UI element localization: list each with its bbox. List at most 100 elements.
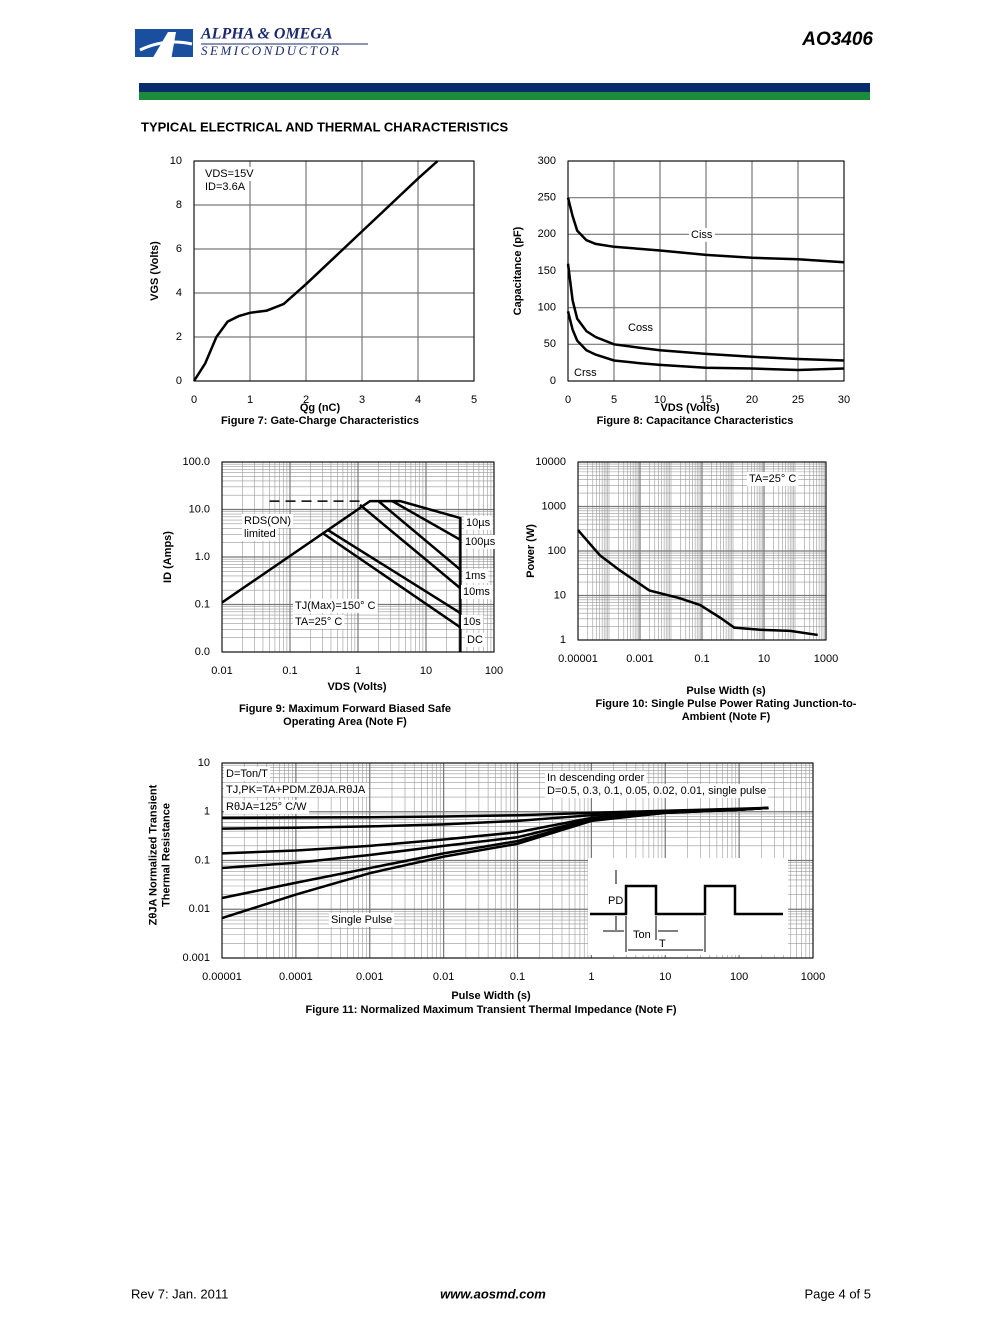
x-tick-label: 0 [191, 394, 197, 406]
logo-swoosh [139, 40, 193, 52]
series-line [321, 531, 462, 629]
figure-caption: Operating Area (Note F) [283, 716, 407, 728]
y-axis-label: Capacitance (pF) [512, 226, 524, 315]
y-tick-label: 100 [548, 545, 566, 557]
series-label: Ciss [691, 229, 713, 241]
header-bar-green [139, 92, 870, 100]
plot-frame [193, 160, 475, 382]
pulse-label: T [659, 938, 666, 950]
label-background [464, 515, 493, 530]
x-tick-label: 0.01 [211, 665, 232, 677]
label-background [242, 526, 278, 541]
label-background [572, 365, 600, 380]
y-tick-label: 1000 [542, 500, 566, 512]
y-tick-label: 150 [538, 265, 556, 277]
x-tick-label: 0.0001 [279, 971, 313, 983]
series-line [192, 160, 439, 382]
x-tick-label: 4 [415, 394, 421, 406]
label-background [689, 227, 715, 242]
x-tick-label: 10 [758, 653, 770, 665]
logo-mark [148, 32, 176, 66]
annotation: RθJA=125° C/W [226, 801, 307, 813]
label-background [463, 568, 489, 583]
pulse-label: Ton [633, 929, 651, 941]
y-tick-label: 250 [538, 192, 556, 204]
series-line [566, 263, 845, 362]
y-axis-label: VGS (Volts) [149, 241, 161, 301]
y-tick-label: 10 [554, 589, 566, 601]
part-number: AO3406 [801, 29, 873, 50]
x-tick-label: 0.1 [510, 971, 525, 983]
section-title: TYPICAL ELECTRICAL AND THERMAL CHARACTER… [141, 119, 508, 134]
series-line [577, 529, 818, 637]
x-tick-label: 10 [420, 665, 432, 677]
y-tick-label: 10.0 [189, 503, 210, 515]
pulse-waveform [590, 884, 783, 916]
pulse-label: PD [608, 895, 623, 907]
series-line [327, 528, 462, 615]
plot-frame [221, 461, 495, 653]
x-tick-label: 15 [700, 394, 712, 406]
inset-background [588, 858, 788, 955]
y-tick-label: 0.1 [195, 854, 210, 866]
label-background [224, 782, 368, 797]
y-axis-label: ZθJA Normalized Transient [147, 784, 159, 925]
series-label: 10ms [463, 586, 490, 598]
y-tick-label: 300 [538, 155, 556, 167]
series-label: Crss [574, 367, 597, 379]
y-axis-label: Thermal Resistance [160, 803, 172, 907]
y-tick-label: 10 [170, 155, 182, 167]
y-tick-label: 100 [538, 302, 556, 314]
series-line [377, 500, 462, 571]
x-tick-label: 2 [303, 394, 309, 406]
label-background [293, 598, 378, 613]
x-tick-label: 100 [730, 971, 748, 983]
y-tick-label: 0.0 [195, 646, 210, 658]
series-label: DC [467, 634, 483, 646]
x-tick-label: 5 [611, 394, 617, 406]
annotation: D=Ton/T [226, 768, 268, 780]
y-tick-label: 6 [176, 243, 182, 255]
plot-frame [577, 461, 827, 641]
footer-page: Page 4 of 5 [805, 1286, 872, 1301]
annotation: limited [244, 528, 276, 540]
x-axis-label: VDS (Volts) [327, 681, 386, 693]
annotation: D=0.5, 0.3, 0.1, 0.05, 0.02, 0.01, singl… [547, 785, 766, 797]
x-axis-label: Qg (nC) [300, 402, 341, 414]
logo [135, 29, 193, 66]
annotation: TA=25° C [295, 616, 342, 628]
label-background [626, 320, 656, 335]
x-tick-label: 1 [588, 971, 594, 983]
x-tick-label: 0.001 [626, 653, 654, 665]
y-tick-label: 4 [176, 287, 182, 299]
y-tick-label: 0 [550, 375, 556, 387]
x-tick-label: 1000 [801, 971, 825, 983]
annotation: ID=3.6A [205, 181, 246, 193]
footer-website: www.aosmd.com [440, 1286, 546, 1301]
series-label: 10s [463, 616, 481, 628]
x-tick-label: 0.1 [694, 653, 709, 665]
annotation: TA=25° C [749, 473, 796, 485]
x-tick-label: 25 [792, 394, 804, 406]
figure-caption: Figure 10: Single Pulse Power Rating Jun… [596, 698, 857, 710]
x-tick-label: 3 [359, 394, 365, 406]
label-background [545, 783, 769, 798]
label-background [203, 179, 248, 194]
x-tick-label: 10 [654, 394, 666, 406]
x-axis-label: VDS (Volts) [660, 402, 719, 414]
plot-area [193, 160, 475, 382]
x-tick-label: 0.01 [433, 971, 454, 983]
label-background [545, 770, 647, 785]
series-label: 10µs [466, 517, 491, 529]
series-line [221, 499, 462, 652]
x-tick-label: 10 [659, 971, 671, 983]
label-background [463, 534, 498, 549]
x-tick-label: 20 [746, 394, 758, 406]
y-tick-label: 0.01 [189, 903, 210, 915]
pulse-diagram: PD Ton T [588, 858, 788, 955]
label-background [203, 166, 257, 181]
x-tick-label: 5 [471, 394, 477, 406]
label-background [293, 614, 345, 629]
company-name: ALPHA & OMEGA [200, 26, 333, 43]
